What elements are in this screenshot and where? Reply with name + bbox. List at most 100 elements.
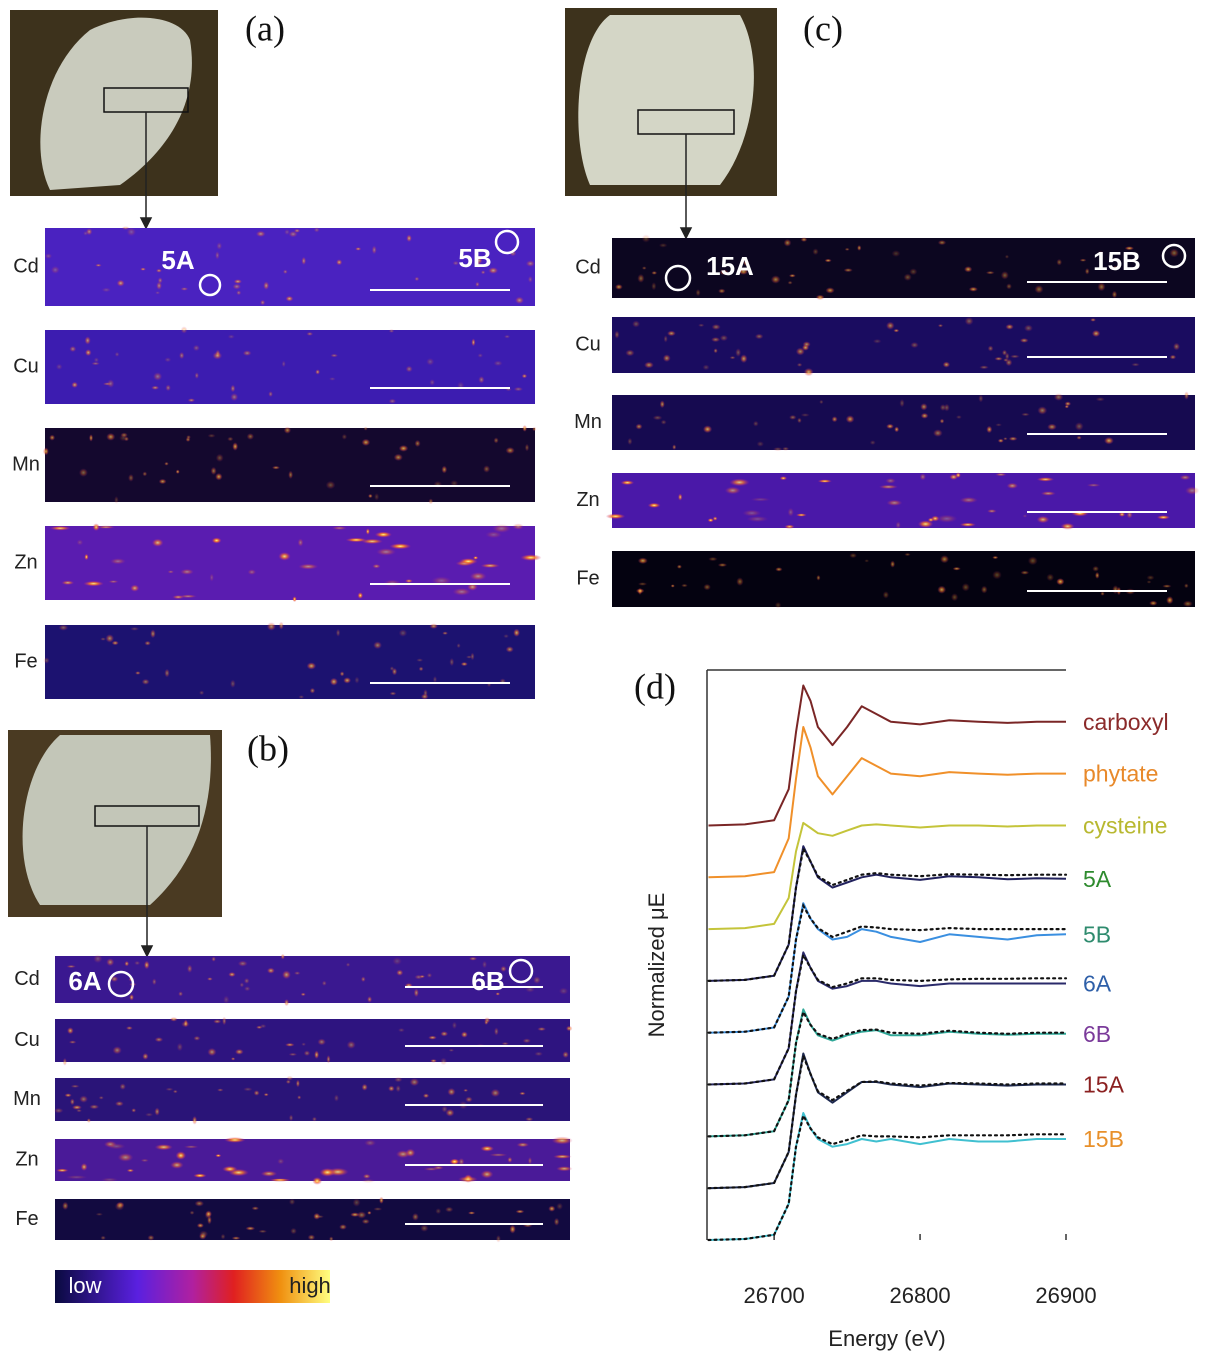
map-hotspot [1166, 596, 1174, 605]
map-hotspot [93, 954, 103, 964]
map-hotspot [298, 563, 319, 570]
map-hotspot [431, 576, 452, 586]
x-tick-label: 26900 [1035, 1283, 1096, 1308]
map-hotspot [1006, 283, 1012, 290]
map-hotspot [1112, 585, 1119, 595]
map-hotspot [183, 1145, 199, 1149]
map-hotspot [326, 1054, 331, 1064]
map-hotspot [667, 330, 676, 337]
map-hotspot [142, 471, 148, 477]
map-hotspot [504, 334, 511, 339]
xrf-map [612, 317, 1195, 373]
map-hotspot [294, 971, 301, 976]
element-label: Cd [575, 256, 601, 278]
map-hotspot [903, 273, 912, 281]
map-hotspot [423, 1167, 439, 1171]
map-hotspot [480, 563, 500, 568]
map-hotspot [448, 1048, 455, 1052]
map-hotspot [145, 1112, 154, 1117]
map-hotspot [719, 334, 729, 342]
map-hotspot [114, 1100, 124, 1107]
map-hotspot [242, 350, 252, 356]
map-hotspot [463, 1088, 469, 1092]
map-hotspot [180, 568, 194, 575]
map-hotspot [207, 433, 216, 438]
map-hotspot [409, 1078, 420, 1087]
map-hotspot [637, 582, 648, 586]
map-hotspot [317, 1038, 326, 1046]
spectrum [708, 902, 1067, 1034]
map-hotspot [652, 415, 663, 421]
map-hotspot [251, 1206, 260, 1211]
map-hotspot [864, 559, 870, 563]
fit-line [707, 902, 1068, 1034]
map-hotspot [501, 1042, 509, 1046]
map-hotspot [134, 960, 141, 966]
map-hotspot [213, 1019, 222, 1024]
map-hotspot [904, 552, 911, 557]
fit-line [707, 1052, 1068, 1190]
map-hotspot [280, 953, 285, 960]
map-hotspot [987, 345, 994, 352]
map-hotspot [71, 381, 79, 389]
map-hotspot [869, 440, 876, 445]
map-hotspot [283, 426, 292, 434]
map-hotspot [742, 509, 762, 517]
map-hotspot [266, 967, 275, 974]
map-hotspot [367, 1210, 372, 1215]
map-hotspot [260, 1170, 278, 1177]
map-hotspot [1053, 393, 1064, 401]
map-hotspot [1131, 362, 1140, 367]
map-hotspot [1179, 474, 1191, 481]
map-hotspot [927, 517, 935, 523]
map-hotspot [243, 1087, 253, 1092]
map-hotspot [537, 1027, 547, 1032]
map-hotspot [379, 1196, 384, 1204]
map-hotspot [465, 655, 473, 659]
map-hotspot [1118, 511, 1126, 517]
x-axis-title: Energy (eV) [828, 1326, 945, 1351]
map-hotspot [126, 227, 137, 237]
map-hotspot [91, 361, 100, 366]
map-hotspot [955, 415, 962, 420]
map-hotspot [207, 977, 213, 981]
map-hotspot [303, 1050, 311, 1057]
map-hotspot [527, 275, 533, 283]
map-hotspot [79, 1095, 89, 1103]
map-hotspot [62, 1057, 67, 1066]
map-hotspot [354, 676, 360, 684]
map-hotspot [937, 585, 947, 594]
map-hotspot [245, 1226, 256, 1231]
map-hotspot [787, 507, 794, 517]
map-hotspot [562, 1051, 569, 1059]
map-hotspot [194, 372, 199, 379]
map-hotspot [106, 958, 115, 967]
map-hotspot [627, 437, 633, 446]
map-hotspot [328, 377, 336, 381]
map-hotspot [1070, 509, 1089, 517]
map-hotspot [80, 1162, 88, 1171]
map-hotspot [524, 443, 530, 452]
map-hotspot [193, 1035, 201, 1041]
map-hotspot [388, 398, 397, 404]
map-hotspot [1040, 491, 1056, 496]
map-hotspot [98, 1096, 104, 1100]
map-hotspot [505, 446, 515, 454]
map-hotspot [170, 1161, 184, 1169]
map-hotspot [1092, 565, 1100, 572]
map-hotspot [831, 416, 838, 423]
map-hotspot [154, 1037, 164, 1043]
map-hotspot [522, 1038, 532, 1044]
map-hotspot [488, 267, 499, 274]
map-hotspot [719, 269, 729, 276]
map-hotspot [285, 1042, 295, 1047]
map-hotspot [482, 960, 488, 969]
spectrum [708, 951, 1066, 1086]
map-hotspot [84, 336, 91, 345]
map-hotspot [293, 228, 301, 233]
map-hotspot [131, 1108, 137, 1113]
map-hotspot [307, 1234, 316, 1241]
map-hotspot [625, 349, 635, 357]
map-hotspot [1091, 329, 1101, 338]
